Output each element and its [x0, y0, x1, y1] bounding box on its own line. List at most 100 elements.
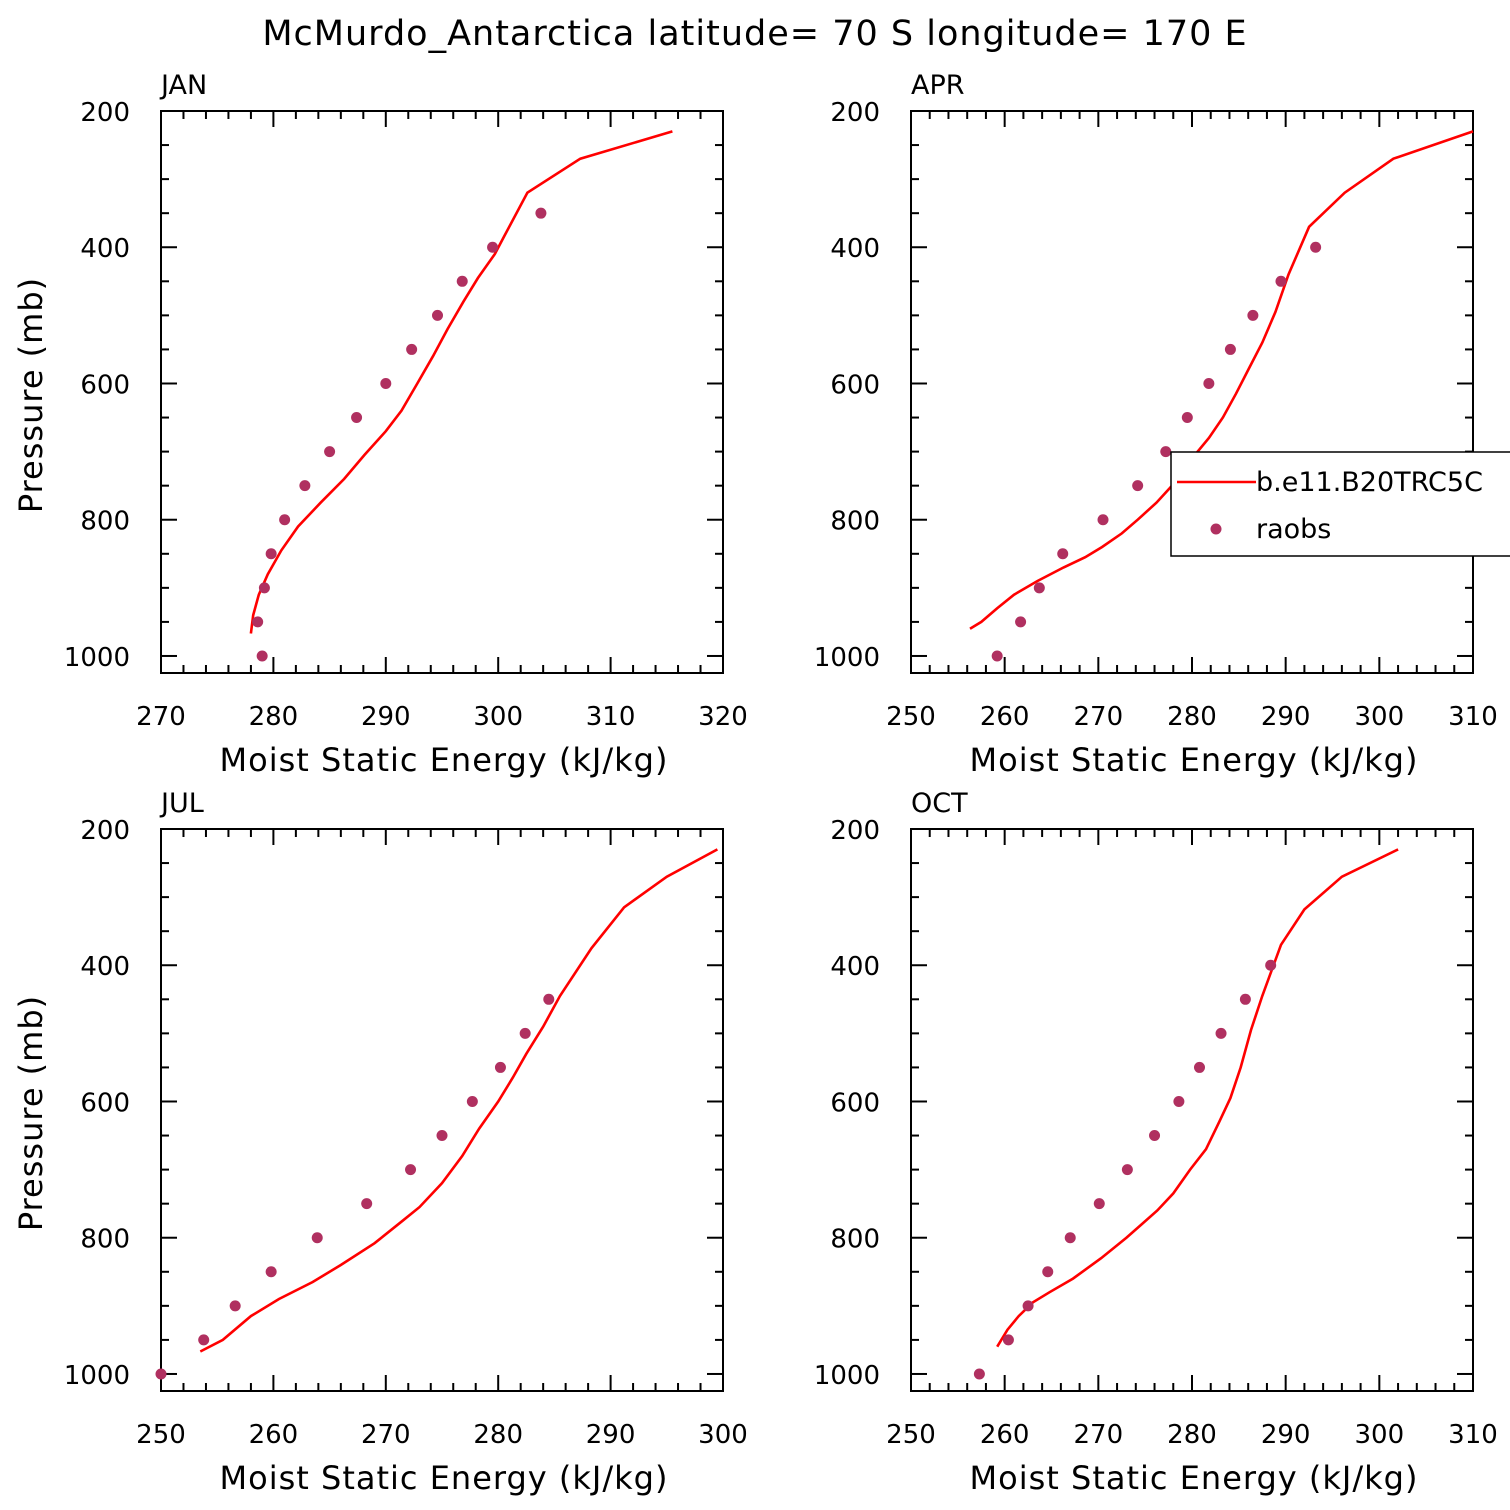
x-tick-label: 280 — [473, 1420, 523, 1450]
raobs-point — [1064, 1232, 1076, 1244]
raobs-point — [535, 207, 547, 219]
x-tick-label: 250 — [136, 1420, 186, 1450]
raobs-point — [1215, 1027, 1227, 1039]
x-tick-label: 260 — [249, 1420, 299, 1450]
raobs-point — [432, 309, 444, 321]
raobs-point — [1193, 1061, 1205, 1073]
raobs-point — [436, 1130, 448, 1142]
raobs-point — [406, 343, 418, 355]
raobs-point — [1097, 514, 1109, 526]
y-tick-label: 400 — [830, 952, 880, 982]
x-tick-label: 250 — [886, 702, 936, 732]
y-axis-label: Pressure (mb) — [12, 995, 50, 1231]
y-tick-label: 1000 — [64, 643, 130, 673]
x-tick-label: 270 — [136, 702, 186, 732]
x-tick-label: 300 — [1355, 702, 1405, 732]
raobs-point — [252, 616, 264, 628]
y-tick-label: 200 — [830, 98, 880, 128]
y-tick-label: 400 — [80, 952, 130, 982]
y-tick-label: 600 — [830, 370, 880, 400]
panels: JAN 270 280 290 300 310 320 200 400 600 800 1000 Moi… — [12, 70, 1498, 1497]
x-tick-label: 310 — [586, 702, 636, 732]
raobs-point — [1239, 993, 1251, 1005]
legend: b.e11.B20TRC5C raobs — [1170, 451, 1510, 557]
x-tick-label: 300 — [698, 1420, 748, 1450]
raobs-point — [380, 377, 392, 389]
raobs-point — [351, 412, 363, 424]
raobs-point — [1310, 241, 1322, 253]
raobs-point — [1247, 309, 1259, 321]
raobs-point — [1275, 275, 1287, 287]
legend-box — [1170, 451, 1510, 557]
raobs-point — [1002, 1334, 1014, 1346]
panel-1: JAN 270 280 290 300 310 320 200 400 600 800 1000 Moi… — [12, 70, 748, 779]
x-tick-label: 290 — [586, 1420, 636, 1450]
raobs-point — [466, 1095, 478, 1107]
raobs-point — [311, 1232, 323, 1244]
raobs-point — [494, 1061, 506, 1073]
raobs-point — [299, 480, 311, 492]
model-line — [996, 848, 1399, 1348]
x-tick-label: 270 — [1074, 702, 1124, 732]
legend-label-model: b.e11.B20TRC5C — [1256, 467, 1483, 498]
raobs-point — [405, 1164, 417, 1176]
panel-4: OCT 250 260 270 280 290 300 310 200 400 600 800 1000… — [814, 788, 1498, 1497]
x-tick-label: 310 — [1448, 702, 1498, 732]
y-axis-label: Pressure (mb) — [12, 277, 50, 513]
x-tick-label: 280 — [1167, 1420, 1217, 1450]
raobs-point — [519, 1027, 531, 1039]
x-axis-label: Moist Static Energy (kJ/kg) — [220, 741, 669, 779]
raobs-point — [1022, 1300, 1034, 1312]
y-tick-label: 600 — [830, 1088, 880, 1118]
raobs-point — [1224, 343, 1236, 355]
raobs-point — [1042, 1266, 1054, 1278]
x-tick-label: 270 — [1074, 1420, 1124, 1450]
raobs-point — [198, 1334, 210, 1346]
panel-title: APR — [911, 70, 965, 101]
plot-frame — [160, 828, 724, 1392]
raobs-point — [361, 1198, 373, 1210]
raobs-point — [543, 993, 555, 1005]
x-axis-label: Moist Static Energy (kJ/kg) — [220, 1459, 669, 1497]
plot-frame — [910, 110, 1474, 674]
x-tick-label: 300 — [473, 702, 523, 732]
y-tick-label: 200 — [80, 98, 130, 128]
raobs-point — [258, 582, 270, 594]
raobs-point — [1033, 582, 1045, 594]
x-tick-label: 300 — [1355, 1420, 1405, 1450]
x-tick-label: 250 — [886, 1420, 936, 1450]
raobs-point — [991, 650, 1003, 662]
raobs-point — [1015, 616, 1027, 628]
raobs-point — [265, 548, 277, 560]
y-tick-label: 200 — [830, 816, 880, 846]
x-tick-label: 290 — [1261, 1420, 1311, 1450]
x-axis-label: Moist Static Energy (kJ/kg) — [970, 1459, 1419, 1497]
panel-title: OCT — [911, 788, 968, 819]
y-tick-label: 400 — [830, 234, 880, 264]
raobs-point — [1093, 1198, 1105, 1210]
y-tick-label: 400 — [80, 234, 130, 264]
x-tick-label: 280 — [1167, 702, 1217, 732]
model-line — [199, 848, 719, 1353]
y-tick-label: 600 — [80, 370, 130, 400]
panel-3: JUL 250 260 270 280 290 300 200 400 600 800 1000 Moi… — [12, 788, 748, 1497]
raobs-point — [1173, 1095, 1185, 1107]
raobs-point — [1121, 1164, 1133, 1176]
raobs-point — [265, 1266, 277, 1278]
y-tick-label: 800 — [830, 507, 880, 537]
raobs-point — [1149, 1130, 1161, 1142]
raobs-point — [279, 514, 291, 526]
model-line — [249, 130, 673, 634]
raobs-point — [1057, 548, 1069, 560]
y-tick-label: 1000 — [814, 643, 880, 673]
y-tick-label: 1000 — [814, 1361, 880, 1391]
raobs-point — [1181, 412, 1193, 424]
x-tick-label: 290 — [361, 702, 411, 732]
legend-label-obs: raobs — [1256, 514, 1331, 545]
raobs-point — [324, 446, 336, 458]
plot-frame — [910, 828, 1474, 1392]
x-tick-label: 310 — [1448, 1420, 1498, 1450]
raobs-point — [1265, 959, 1277, 971]
raobs-point — [1132, 480, 1144, 492]
